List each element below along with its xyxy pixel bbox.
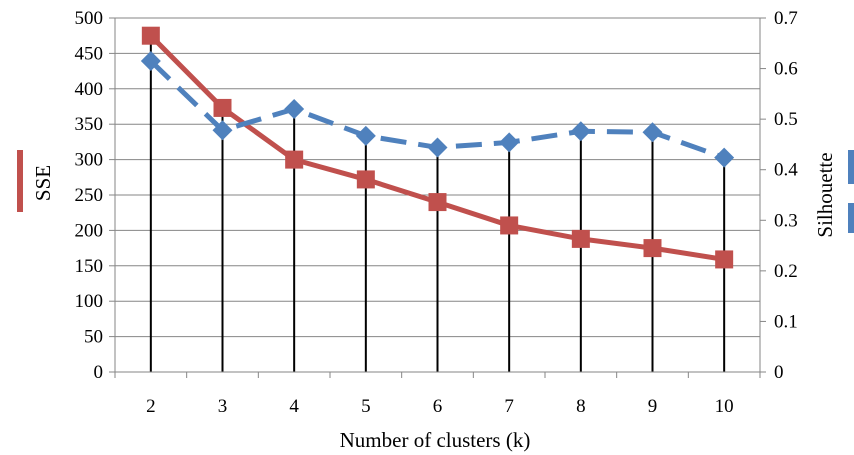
data-point-square bbox=[141, 26, 160, 45]
y2-tick-label: 0 bbox=[774, 362, 784, 383]
x-tick-label: 10 bbox=[715, 396, 734, 417]
data-point-square bbox=[500, 216, 519, 235]
legend-swatch-silhouette-1 bbox=[848, 150, 854, 184]
y-tick-label: 450 bbox=[75, 43, 104, 64]
data-point-diamond bbox=[355, 125, 376, 146]
axes bbox=[109, 17, 766, 378]
legend-swatch-sse bbox=[17, 150, 23, 212]
x-tick-label: 3 bbox=[218, 396, 228, 417]
x-tick-label: 6 bbox=[433, 396, 443, 417]
data-point-diamond bbox=[140, 50, 161, 71]
y2-tick-label: 0.5 bbox=[774, 109, 798, 130]
y-tick-label: 250 bbox=[75, 185, 104, 206]
y2-tick-label: 0.7 bbox=[774, 8, 798, 29]
data-point-diamond bbox=[427, 137, 448, 158]
x-axis-title: Number of clusters (k) bbox=[340, 428, 531, 452]
data-point-diamond bbox=[570, 121, 591, 142]
series-layer bbox=[140, 26, 735, 269]
data-point-square bbox=[715, 250, 734, 269]
data-point-diamond bbox=[642, 122, 663, 143]
data-point-square bbox=[356, 170, 375, 189]
data-point-diamond bbox=[714, 147, 735, 168]
data-point-square bbox=[285, 150, 304, 169]
y2-tick-label: 0.4 bbox=[774, 160, 798, 181]
tick-labels: 0 50 100 150 200 250 300 350 400 450 500 0 0.1 0.2 0.3… bbox=[75, 8, 799, 417]
y-tick-label: 50 bbox=[84, 327, 103, 348]
data-point-square bbox=[571, 229, 590, 248]
data-point-square bbox=[643, 239, 662, 258]
x-tick-label: 7 bbox=[504, 396, 514, 417]
y2-tick-label: 0.6 bbox=[774, 59, 798, 80]
x-tick-label: 4 bbox=[289, 396, 299, 417]
y-tick-label: 150 bbox=[75, 256, 104, 277]
y-tick-label: 0 bbox=[94, 362, 104, 383]
y-tick-label: 200 bbox=[75, 220, 104, 241]
y2-tick-label: 0.1 bbox=[774, 311, 798, 332]
y-tick-label: 350 bbox=[75, 114, 104, 135]
y-tick-label: 300 bbox=[75, 150, 104, 171]
data-point-square bbox=[213, 98, 232, 117]
data-point-diamond bbox=[284, 99, 305, 120]
y2-tick-label: 0.3 bbox=[774, 210, 798, 231]
x-tick-label: 5 bbox=[361, 396, 371, 417]
y2-tick-label: 0.2 bbox=[774, 261, 798, 282]
data-point-square bbox=[428, 193, 447, 212]
x-tick-label: 2 bbox=[146, 396, 156, 417]
legend-swatch-silhouette-2 bbox=[848, 203, 854, 233]
y2-axis-title: Silhouette bbox=[813, 152, 837, 237]
y-tick-label: 100 bbox=[75, 291, 104, 312]
data-point-diamond bbox=[212, 120, 233, 141]
y-tick-label: 400 bbox=[75, 79, 104, 100]
data-point-diamond bbox=[499, 132, 520, 153]
x-tick-label: 9 bbox=[648, 396, 658, 417]
y-axis-title: SSE bbox=[31, 165, 55, 201]
y-tick-label: 500 bbox=[75, 8, 104, 29]
x-tick-label: 8 bbox=[576, 396, 586, 417]
